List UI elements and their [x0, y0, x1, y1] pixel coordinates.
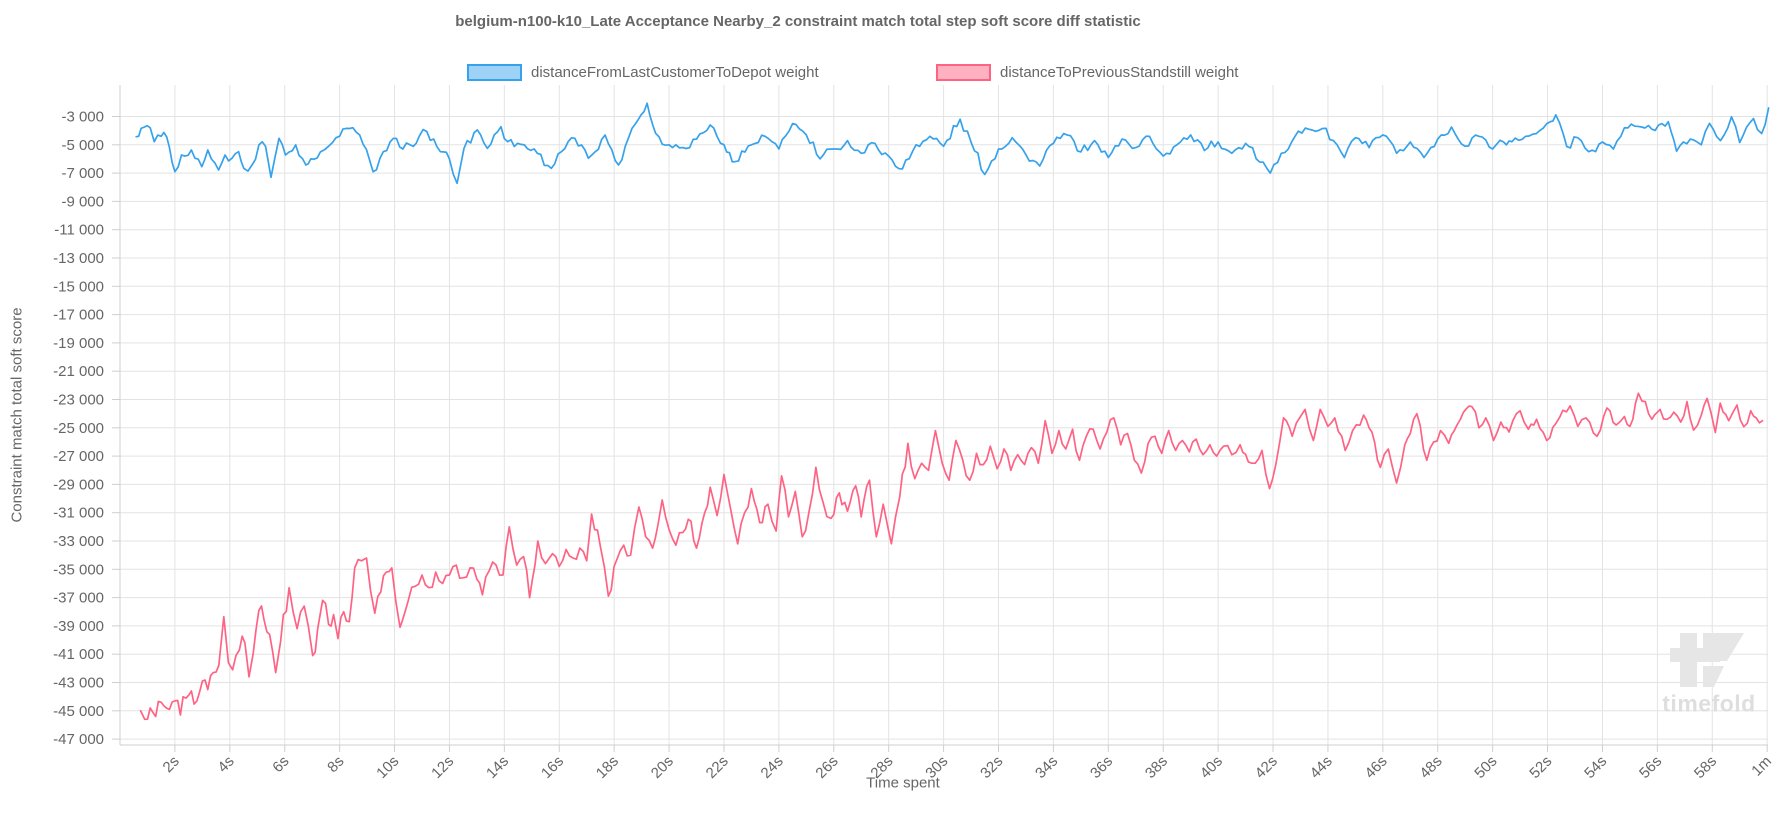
series-line-blue [135, 102, 1770, 185]
y-tick-label: -37 000 [53, 590, 104, 607]
y-axis-title: Constraint match total soft score [8, 307, 26, 523]
x-tick-label: 26s [812, 753, 841, 782]
x-tick-label: 58s [1691, 753, 1720, 782]
gridlines [112, 85, 1768, 752]
y-tick-label: -39 000 [53, 618, 104, 635]
y-tick-label: -11 000 [54, 222, 104, 239]
y-tick-label: -23 000 [53, 392, 104, 409]
y-tick-label: -35 000 [53, 561, 104, 578]
x-tick-label: 1m [1748, 753, 1775, 780]
x-tick-label: 10s [373, 753, 402, 782]
legend-item-distanceFromLastCustomerToDepot[interactable]: distanceFromLastCustomerToDepot weight [467, 64, 819, 81]
x-tick-label: 38s [1142, 753, 1171, 782]
y-tick-label: -9 000 [61, 193, 104, 210]
y-tick-label: -5 000 [61, 137, 104, 154]
watermark-text: timefold [1662, 690, 1756, 717]
x-tick-label: 2s [160, 753, 183, 776]
y-tick-label: -15 000 [53, 278, 104, 295]
legend-item-distanceToPreviousStandstill[interactable]: distanceToPreviousStandstill weight [936, 64, 1238, 81]
y-tick-label: -7 000 [61, 165, 104, 182]
x-tick-label: 20s [648, 753, 677, 782]
x-tick-label: 12s [428, 753, 457, 782]
x-tick-label: 42s [1252, 753, 1281, 782]
x-tick-label: 54s [1581, 753, 1610, 782]
legend-label: distanceFromLastCustomerToDepot weight [531, 64, 819, 81]
x-tick-label: 46s [1362, 753, 1391, 782]
chart-title: belgium-n100-k10_Late Acceptance Nearby_… [455, 13, 1141, 30]
y-tick-label: -17 000 [53, 307, 104, 324]
y-tick-label: -25 000 [53, 420, 104, 437]
x-tick-label: 56s [1636, 753, 1665, 782]
y-tick-label: -29 000 [53, 476, 104, 493]
x-tick-label: 8s [324, 753, 347, 776]
legend-label: distanceToPreviousStandstill weight [1000, 64, 1239, 81]
x-tick-label: 40s [1197, 753, 1226, 782]
y-tick-label: -33 000 [53, 533, 104, 550]
x-tick-label: 52s [1526, 753, 1555, 782]
x-tick-label: 36s [1087, 753, 1116, 782]
y-tick-label: -13 000 [53, 250, 104, 267]
x-tick-label: 50s [1471, 753, 1500, 782]
x-tick-label: 18s [593, 753, 622, 782]
y-tick-label: -45 000 [53, 703, 104, 720]
axis-tick-labels: -3 000 -5 000 -7 000 -9 000 -11 000 -13 000 -1… [53, 109, 1775, 782]
x-tick-label: 32s [977, 753, 1006, 782]
y-tick-label: -47 000 [53, 731, 104, 748]
x-tick-label: 6s [269, 753, 292, 776]
y-tick-label: -41 000 [53, 646, 104, 663]
x-tick-label: 22s [703, 753, 732, 782]
legend-swatch-pink [936, 64, 991, 81]
x-tick-label: 34s [1032, 753, 1061, 782]
y-tick-label: -43 000 [53, 675, 104, 692]
y-tick-label: -21 000 [53, 363, 104, 380]
x-axis-title: Time spent [866, 774, 940, 792]
timefold-logo-icon [1670, 633, 1744, 687]
y-tick-label: -3 000 [61, 109, 104, 126]
x-tick-label: 16s [538, 753, 567, 782]
x-tick-label: 4s [214, 753, 237, 776]
x-tick-label: 14s [483, 753, 512, 782]
y-tick-label: -19 000 [53, 335, 104, 352]
y-tick-label: -31 000 [53, 505, 104, 522]
legend-swatch-blue [467, 64, 522, 81]
x-tick-label: 48s [1416, 753, 1445, 782]
x-tick-label: 44s [1307, 753, 1336, 782]
y-tick-label: -27 000 [53, 448, 104, 465]
x-tick-label: 24s [758, 753, 787, 782]
series-line-pink [139, 392, 1764, 721]
